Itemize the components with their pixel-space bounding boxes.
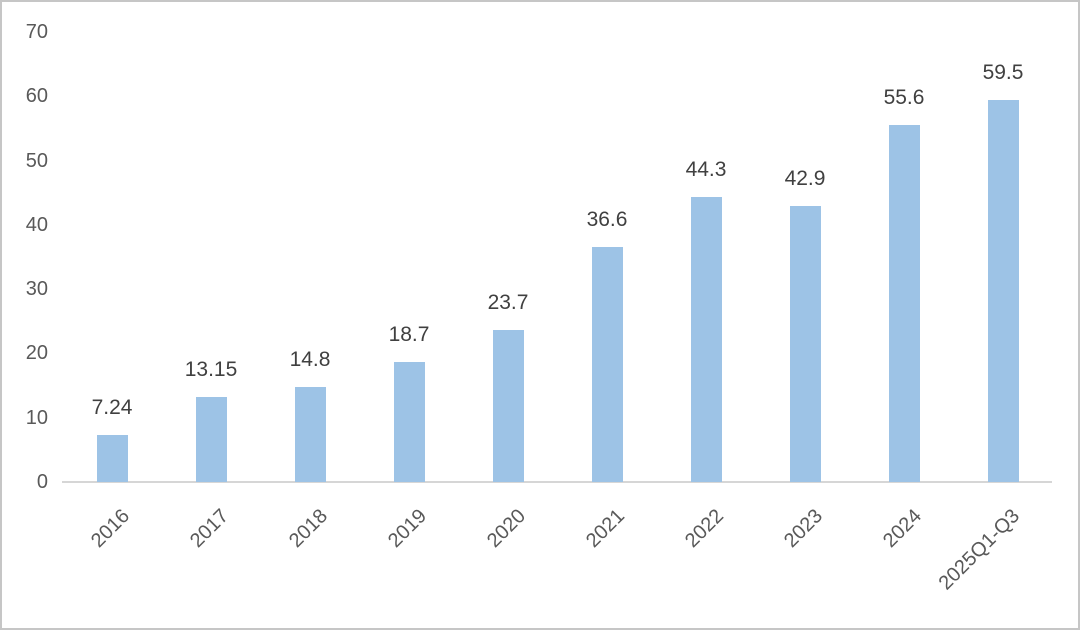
bar-2023 bbox=[789, 206, 821, 482]
x-axis-label-2019: 2019 bbox=[383, 505, 431, 553]
y-axis-tick-label: 30 bbox=[25, 278, 48, 301]
data-label-2021: 36.6 bbox=[586, 207, 628, 231]
x-axis-label-2017: 2017 bbox=[185, 505, 233, 553]
data-label-2019: 18.7 bbox=[388, 322, 430, 346]
bar-2016 bbox=[96, 435, 128, 482]
y-axis-tick-label: 40 bbox=[25, 213, 48, 236]
y-axis-tick-label: 10 bbox=[25, 406, 48, 429]
data-label-2023: 42.9 bbox=[784, 167, 826, 191]
bar-2024 bbox=[888, 124, 920, 482]
bar-2018 bbox=[294, 386, 326, 482]
y-axis-tick-label: 70 bbox=[25, 21, 48, 43]
x-axis-label-2021: 2021 bbox=[581, 505, 629, 553]
data-label-2020: 23.7 bbox=[487, 290, 529, 314]
data-label-2025Q1-Q3: 59.5 bbox=[982, 60, 1024, 84]
x-axis-label-2025Q1-Q3: 2025Q1-Q3 bbox=[935, 505, 1025, 595]
x-axis-label-2016: 2016 bbox=[86, 505, 134, 553]
y-axis-tick-label: 60 bbox=[25, 85, 48, 108]
y-axis-tick-label: 50 bbox=[25, 149, 48, 172]
data-label-2018: 14.8 bbox=[289, 347, 331, 371]
bar-2022 bbox=[690, 197, 722, 482]
bar-2025Q1-Q3 bbox=[987, 99, 1019, 482]
data-label-2017: 13.15 bbox=[184, 358, 238, 382]
data-label-2016: 7.24 bbox=[91, 396, 133, 420]
y-axis-tick-label: 20 bbox=[25, 342, 48, 365]
bar-2020 bbox=[492, 329, 524, 482]
bar-2017 bbox=[195, 397, 227, 482]
x-axis-label-2020: 2020 bbox=[482, 505, 530, 553]
data-label-2024: 55.6 bbox=[883, 85, 925, 109]
x-axis-label-2023: 2023 bbox=[779, 505, 827, 553]
x-axis-label-2018: 2018 bbox=[284, 505, 332, 553]
y-axis-tick-label: 0 bbox=[36, 471, 48, 493]
data-label-2022: 44.3 bbox=[685, 158, 727, 182]
bar-2021 bbox=[591, 246, 623, 482]
bar-2019 bbox=[393, 361, 425, 482]
x-axis-label-2022: 2022 bbox=[680, 505, 728, 553]
x-axis-line bbox=[62, 481, 1052, 483]
x-axis-label-2024: 2024 bbox=[878, 505, 926, 553]
